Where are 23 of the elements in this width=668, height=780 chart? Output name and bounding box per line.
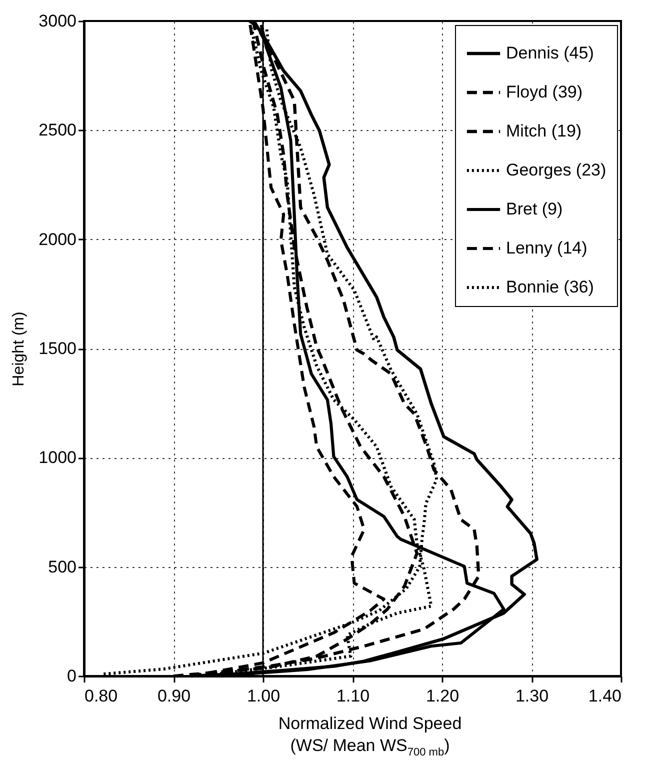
legend-label: Bonnie (36) xyxy=(506,278,594,296)
y-tick-label: 1000 xyxy=(38,448,76,468)
x-tick-label: 0.90 xyxy=(157,686,191,706)
y-axis-title: Height (m) xyxy=(10,312,28,386)
legend-label: Mitch (19) xyxy=(506,122,582,140)
y-tick-label: 2500 xyxy=(38,120,76,140)
y-tick-label: 1500 xyxy=(38,339,76,358)
x-tick-label: 1.00 xyxy=(246,686,280,706)
y-tick-label: 2000 xyxy=(38,230,76,249)
legend-label: Lenny (14) xyxy=(506,238,588,258)
x-tick-label: 0.80 xyxy=(84,686,118,706)
x-tick-label: 1.30 xyxy=(515,686,549,706)
x-tick-label: 1.40 xyxy=(588,686,622,706)
x-axis-title: Normalized Wind Speed (WS/ Mean WS$_{700 mb}$) xyxy=(277,713,463,760)
y-tick-label: 3000 xyxy=(38,12,76,30)
y-tick-label: 500 xyxy=(48,557,76,576)
y-tick-label: 0 xyxy=(67,666,76,686)
legend-label: Dennis (45) xyxy=(506,44,594,62)
x-tick-label: 1.20 xyxy=(426,686,460,706)
legend-label: Georges (23) xyxy=(506,160,606,180)
x-tick-label: 1.10 xyxy=(336,686,370,706)
legend-label: Floyd (39) xyxy=(506,82,583,102)
legend-label: Bret (9) xyxy=(506,200,563,218)
